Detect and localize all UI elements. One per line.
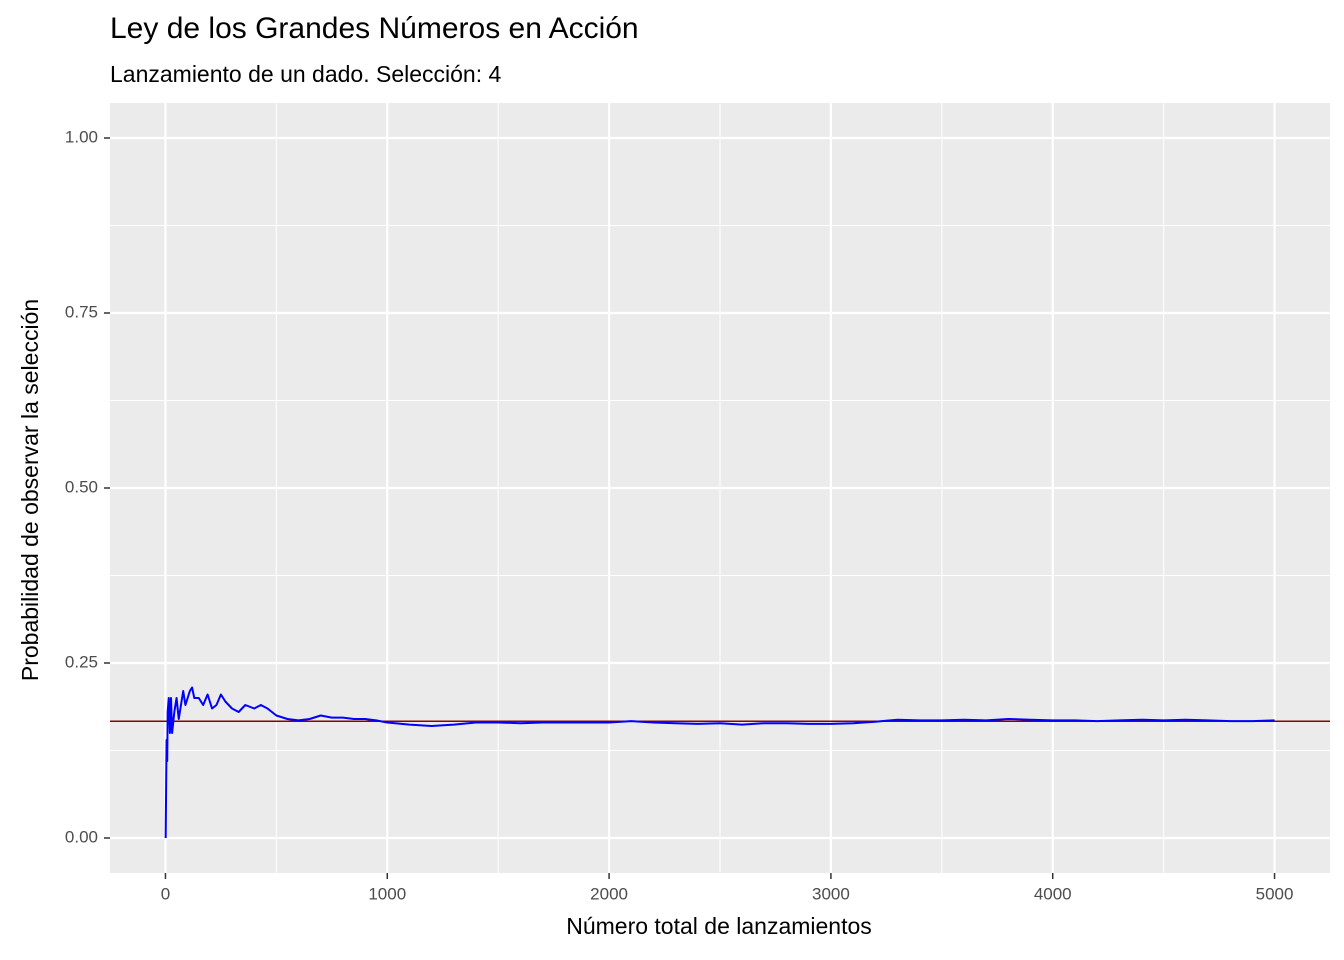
y-tick-label: 0.25 — [65, 652, 98, 671]
x-tick-label: 0 — [161, 884, 170, 903]
x-tick-label: 5000 — [1256, 884, 1294, 903]
y-axis-title: Probabilidad de observar la selección — [17, 299, 43, 681]
x-tick-label: 2000 — [590, 884, 628, 903]
y-tick-label: 0.75 — [65, 302, 98, 321]
x-tick-label: 1000 — [368, 884, 406, 903]
y-tick-label: 0.00 — [65, 827, 98, 846]
data-line — [164, 686, 1275, 839]
chart-title: Ley de los Grandes Números en Acción — [110, 12, 639, 45]
y-tick-label: 0.50 — [65, 477, 98, 496]
chart-subtitle: Lanzamiento de un dado. Selección: 4 — [110, 61, 501, 87]
x-axis-title: Número total de lanzamientos — [566, 913, 872, 939]
x-tick-label: 3000 — [812, 884, 850, 903]
x-tick-label: 4000 — [1034, 884, 1072, 903]
y-tick-label: 1.00 — [65, 127, 98, 146]
